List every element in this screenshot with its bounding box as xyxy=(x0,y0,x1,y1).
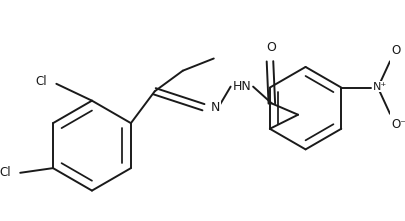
Text: O: O xyxy=(391,44,400,57)
Text: N⁺: N⁺ xyxy=(372,82,386,92)
Text: N: N xyxy=(211,101,220,114)
Text: O⁻: O⁻ xyxy=(391,118,405,131)
Text: HN: HN xyxy=(232,80,251,93)
Text: Cl: Cl xyxy=(35,75,47,88)
Text: Cl: Cl xyxy=(0,166,11,179)
Text: O: O xyxy=(265,41,275,54)
